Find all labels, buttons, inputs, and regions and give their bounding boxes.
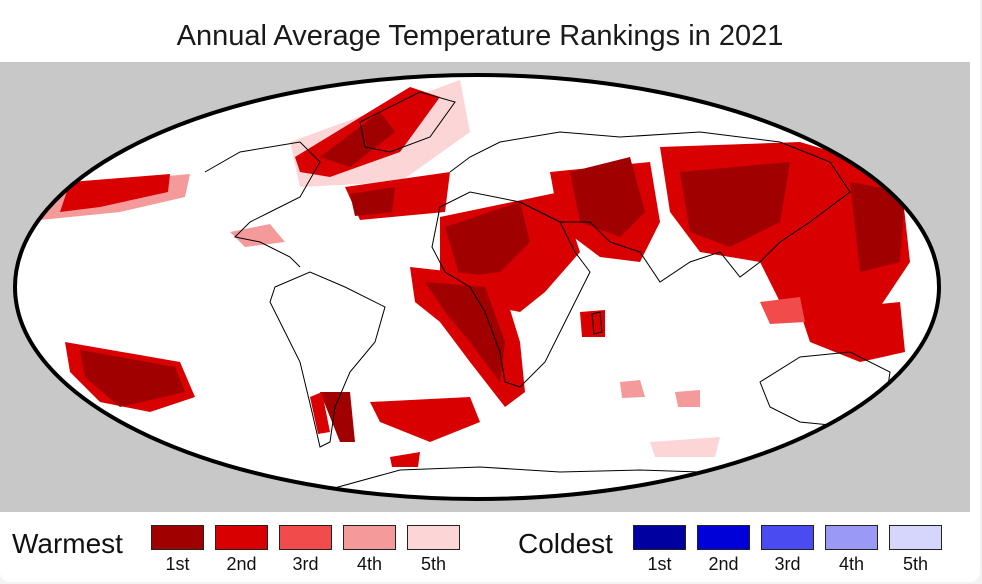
coastline-south-america [269,271,386,448]
region-middle-east [570,157,645,237]
map-title: Annual Average Temperature Rankings in 2… [176,20,784,52]
cold-rank-1st: 1st [647,554,672,574]
warm-rank-1st: 1st [165,554,190,574]
warm-swatch-2nd [215,525,268,550]
world-map [13,73,941,501]
region-south-america-tip [320,392,355,442]
region-east-asia [680,162,790,247]
warm-rank-4th: 4th [356,554,383,574]
region-antarctic [390,452,420,467]
region-greenland [320,112,395,167]
region-north-pacific [60,174,170,212]
cold-rank-2nd: 2nd [708,554,739,574]
region-south-pacific [80,350,185,407]
region-south-atlantic [370,397,480,442]
coldest-label: Coldest [518,528,613,559]
region-caribbean [230,224,285,247]
region-north-atlantic [350,187,395,216]
coastline-north-america [204,141,321,268]
warm-swatch-1st [151,525,204,550]
region-southern-indian [620,380,645,398]
region-southern-indian [675,390,700,407]
region-africa [445,202,530,277]
cold-swatch-3rd [761,525,814,550]
cold-swatch-2nd [697,525,750,550]
region-southern-indian [650,437,720,457]
coastline-madagascar [591,311,603,335]
region-south-america-tip [310,392,330,434]
warm-swatch-3rd [279,525,332,550]
cold-swatch-1st [633,525,686,550]
cold-rank-4th: 4th [838,554,865,574]
region-maritime [760,297,805,324]
cold-swatch-4th [825,525,878,550]
cold-swatch-5th [889,525,942,550]
coastline-eurasia [449,131,851,283]
coastline-greenland [359,91,456,153]
region-tropical-atlantic [425,282,505,382]
cold-rank-3rd: 3rd [774,554,801,574]
region-maritime [800,302,905,362]
globe-outline [13,73,941,501]
warmest-label: Warmest [12,528,123,559]
warm-rank-5th: 5th [420,554,447,574]
warm-rank-3rd: 3rd [292,554,319,574]
cold-rank-5th: 5th [902,554,929,574]
region-east-asia [850,182,905,272]
anomaly-regions [40,80,910,467]
warm-rank-2nd: 2nd [226,554,257,574]
warm-swatch-4th [343,525,396,550]
warm-swatch-5th [407,525,460,550]
